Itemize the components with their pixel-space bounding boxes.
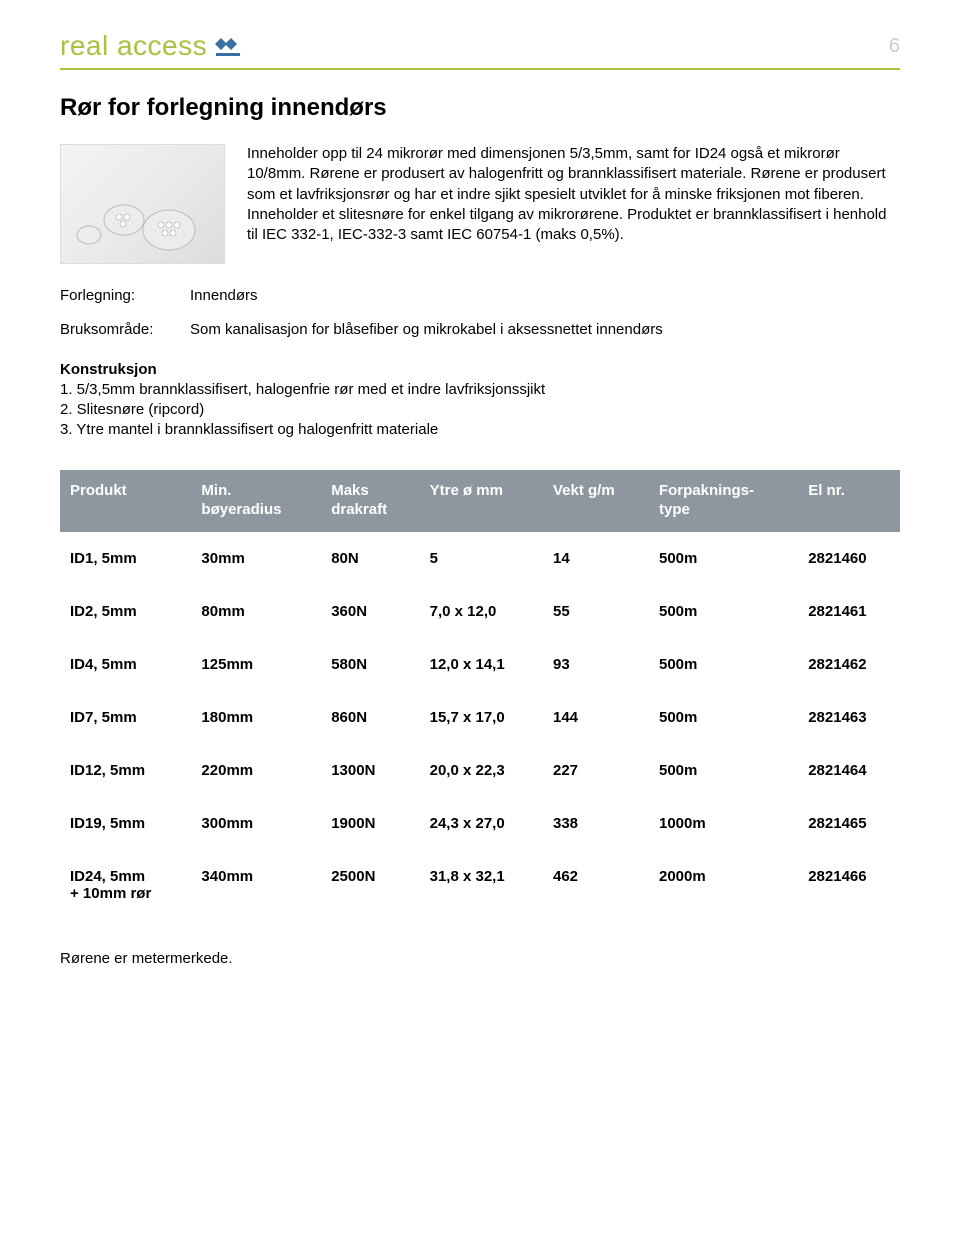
construction-item: 1. 5/3,5mm brannklassifisert, halogenfri… xyxy=(60,380,900,400)
table-cell: 80N xyxy=(321,532,419,585)
table-cell: 580N xyxy=(321,638,419,691)
footer-note: Rørene er metermerkede. xyxy=(60,950,900,967)
table-cell: 500m xyxy=(649,744,798,797)
page-title: Rør for forlegning innendørs xyxy=(60,94,900,122)
table-row: ID2, 5mm80mm360N7,0 x 12,055500m2821461 xyxy=(60,585,900,638)
product-table: Produkt Min.bøyeradius Maksdrakraft Ytre… xyxy=(60,470,900,920)
table-cell: 2821463 xyxy=(798,691,900,744)
table-row: ID4, 5mm125mm580N12,0 x 14,193500m282146… xyxy=(60,638,900,691)
construction-item: 3. Ytre mantel i brannklassifisert og ha… xyxy=(60,420,900,440)
product-image xyxy=(60,144,225,264)
meta-row-bruksomrade: Bruksområde: Som kanalisasjon for blåsef… xyxy=(60,320,900,340)
table-cell: ID2, 5mm xyxy=(60,585,191,638)
construction-item: 2. Slitesnøre (ripcord) xyxy=(60,400,900,420)
col-drakraft: Maksdrakraft xyxy=(321,470,419,532)
table-cell: 300mm xyxy=(191,797,321,850)
table-cell: 14 xyxy=(543,532,649,585)
table-cell: 93 xyxy=(543,638,649,691)
table-cell: 860N xyxy=(321,691,419,744)
table-cell: 7,0 x 12,0 xyxy=(420,585,543,638)
table-cell: ID24, 5mm+ 10mm rør xyxy=(60,850,191,920)
table-header-row: Produkt Min.bøyeradius Maksdrakraft Ytre… xyxy=(60,470,900,532)
table-cell: ID7, 5mm xyxy=(60,691,191,744)
table-cell: 30mm xyxy=(191,532,321,585)
table-row: ID12, 5mm220mm1300N20,0 x 22,3227500m282… xyxy=(60,744,900,797)
table-cell: ID1, 5mm xyxy=(60,532,191,585)
table-cell: 462 xyxy=(543,850,649,920)
table-cell: 80mm xyxy=(191,585,321,638)
table-cell: 340mm xyxy=(191,850,321,920)
intro-text: Inneholder opp til 24 mikrorør med dimen… xyxy=(247,144,900,264)
col-ytre: Ytre ø mm xyxy=(420,470,543,532)
table-cell: 20,0 x 22,3 xyxy=(420,744,543,797)
table-cell: 220mm xyxy=(191,744,321,797)
table-cell: 31,8 x 32,1 xyxy=(420,850,543,920)
table-cell: 2821462 xyxy=(798,638,900,691)
table-cell: 1900N xyxy=(321,797,419,850)
table-cell: 180mm xyxy=(191,691,321,744)
table-cell-subline: + 10mm rør xyxy=(70,885,181,902)
intro-section: Inneholder opp til 24 mikrorør med dimen… xyxy=(60,144,900,264)
table-row: ID7, 5mm180mm860N15,7 x 17,0144500m28214… xyxy=(60,691,900,744)
table-row: ID19, 5mm300mm1900N24,3 x 27,03381000m28… xyxy=(60,797,900,850)
header-divider xyxy=(60,68,900,70)
col-forpakning: Forpaknings-type xyxy=(649,470,798,532)
meta-row-forlegning: Forlegning: Innendørs xyxy=(60,286,900,306)
table-cell: 2000m xyxy=(649,850,798,920)
table-cell: 2821465 xyxy=(798,797,900,850)
construction-heading: Konstruksjon xyxy=(60,361,900,378)
table-cell: 1300N xyxy=(321,744,419,797)
meta-value: Innendørs xyxy=(190,286,258,306)
col-boyeradius: Min.bøyeradius xyxy=(191,470,321,532)
meta-section: Forlegning: Innendørs Bruksområde: Som k… xyxy=(60,286,900,341)
table-cell: 500m xyxy=(649,691,798,744)
table-cell: 500m xyxy=(649,585,798,638)
table-cell: 5 xyxy=(420,532,543,585)
table-cell: 2500N xyxy=(321,850,419,920)
table-cell: 360N xyxy=(321,585,419,638)
table-cell: 144 xyxy=(543,691,649,744)
logo-text: real access xyxy=(60,30,207,62)
table-cell: ID4, 5mm xyxy=(60,638,191,691)
table-cell: 15,7 x 17,0 xyxy=(420,691,543,744)
table-cell: 12,0 x 14,1 xyxy=(420,638,543,691)
table-cell: 227 xyxy=(543,744,649,797)
table-cell: ID19, 5mm xyxy=(60,797,191,850)
page-header: real access 6 xyxy=(60,30,900,62)
meta-label: Forlegning: xyxy=(60,286,190,306)
col-elnr: El nr. xyxy=(798,470,900,532)
col-vekt: Vekt g/m xyxy=(543,470,649,532)
table-cell: 2821466 xyxy=(798,850,900,920)
col-produkt: Produkt xyxy=(60,470,191,532)
table-cell: 338 xyxy=(543,797,649,850)
table-cell: 2821464 xyxy=(798,744,900,797)
table-cell: 500m xyxy=(649,532,798,585)
table-row: ID1, 5mm30mm80N514500m2821460 xyxy=(60,532,900,585)
page-number: 6 xyxy=(889,35,900,58)
meta-label: Bruksområde: xyxy=(60,320,190,340)
logo: real access xyxy=(60,30,243,62)
table-cell: 1000m xyxy=(649,797,798,850)
logo-mark-icon xyxy=(213,34,243,58)
table-cell: 2821461 xyxy=(798,585,900,638)
table-cell: 125mm xyxy=(191,638,321,691)
table-row: ID24, 5mm+ 10mm rør340mm2500N31,8 x 32,1… xyxy=(60,850,900,920)
meta-value: Som kanalisasjon for blåsefiber og mikro… xyxy=(190,320,663,340)
construction-section: Konstruksjon 1. 5/3,5mm brannklassifiser… xyxy=(60,361,900,441)
table-cell: 2821460 xyxy=(798,532,900,585)
table-cell: 55 xyxy=(543,585,649,638)
table-cell: 24,3 x 27,0 xyxy=(420,797,543,850)
table-cell: ID12, 5mm xyxy=(60,744,191,797)
table-cell: 500m xyxy=(649,638,798,691)
